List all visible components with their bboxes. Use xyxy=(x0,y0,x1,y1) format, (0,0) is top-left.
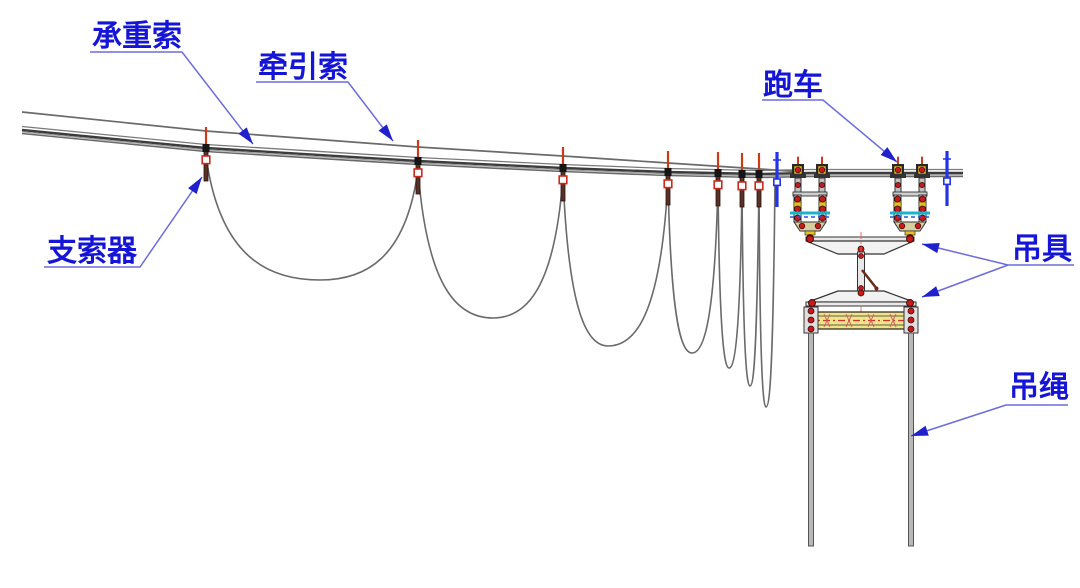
label-sling-rope: 吊绳 xyxy=(1009,371,1069,404)
label-cable-support: 支索器 xyxy=(47,235,138,268)
label-trolley: 跑车 xyxy=(763,68,823,102)
arrowhead xyxy=(920,286,940,302)
rope-loop xyxy=(562,175,669,347)
rope-loop xyxy=(417,168,564,319)
rope-loop xyxy=(741,181,760,387)
cable-support-marker xyxy=(663,149,673,207)
arrowhead xyxy=(378,124,398,145)
traction-rope-loops xyxy=(205,155,776,408)
bearing-cable-leader xyxy=(90,51,254,145)
cable-support-marker xyxy=(754,151,764,209)
callout-leaders xyxy=(44,51,1074,441)
trolley-leader xyxy=(762,99,898,163)
sling-rope-right xyxy=(908,332,914,547)
arrowhead xyxy=(920,238,940,254)
arrowhead xyxy=(188,174,207,194)
arrowhead xyxy=(238,127,258,148)
cable-support-marker xyxy=(737,151,747,209)
cable-support-leader xyxy=(44,176,203,268)
sling-rope-leader xyxy=(910,404,1068,437)
rope-loop xyxy=(667,179,719,354)
rope-loop xyxy=(758,179,776,408)
traction-cable-leader xyxy=(256,81,394,142)
label-bearing-cable: 承重索 xyxy=(92,20,182,53)
sling-rope-left xyxy=(808,332,814,547)
label-spreader: 吊具 xyxy=(1012,233,1072,266)
lifting-beam xyxy=(803,306,919,334)
cable-support-marker xyxy=(713,150,723,208)
label-traction-cable: 牵引索 xyxy=(258,51,348,84)
spreader-upper-frame xyxy=(805,235,915,255)
tension-marker-right xyxy=(941,149,953,208)
callout-labels: 承重索 牵引索 跑车 支索器 吊具 吊绳 xyxy=(47,20,1072,404)
rope-loop xyxy=(205,155,419,281)
spreader-lower-frame xyxy=(805,289,917,307)
rope-loop xyxy=(717,180,743,369)
